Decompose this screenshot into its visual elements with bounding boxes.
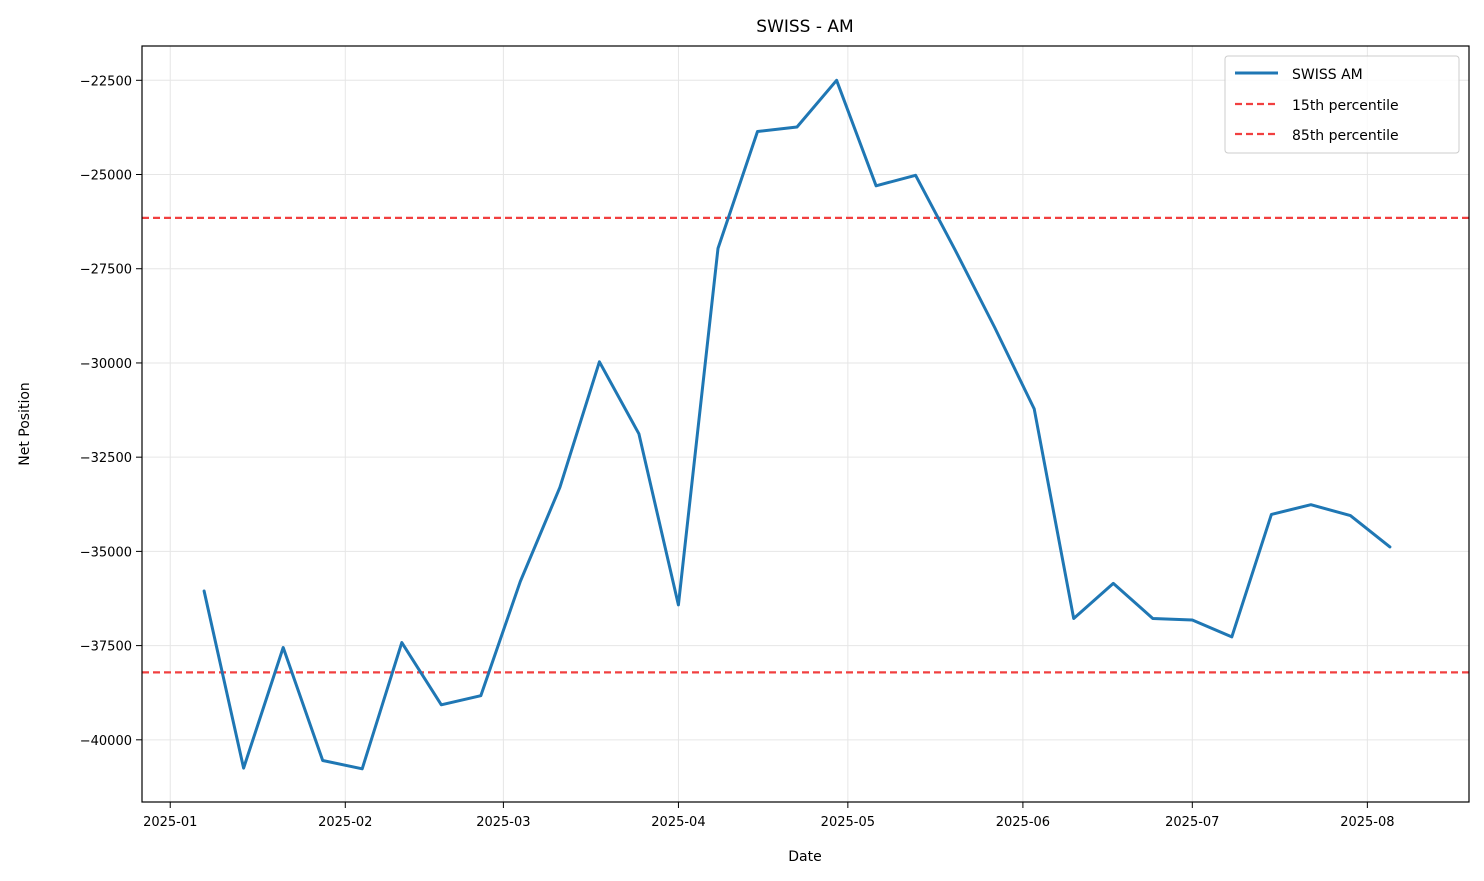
- legend-label-85th: 85th percentile: [1292, 128, 1399, 144]
- data-point: [835, 79, 838, 82]
- legend: SWISS AM 15th percentile 85th percentile: [1224, 55, 1460, 154]
- data-point: [1349, 514, 1352, 517]
- data-point: [1191, 618, 1194, 621]
- data-point: [440, 703, 443, 706]
- data-point: [1151, 617, 1154, 620]
- data-point: [875, 184, 878, 187]
- data-point: [282, 646, 285, 649]
- y-axis-ticks: −22500 −25000 −27500 −30000 −32500 −35000 −375…: [80, 74, 142, 749]
- x-tick-label: 2025-01: [143, 815, 197, 830]
- data-point: [1230, 635, 1233, 638]
- data-point: [637, 432, 640, 435]
- y-tick-label: −25000: [80, 169, 132, 184]
- data-point: [479, 694, 482, 697]
- y-tick-label: −22500: [80, 74, 132, 89]
- y-tick-label: −40000: [80, 734, 132, 749]
- data-point: [993, 326, 996, 329]
- y-tick-label: −35000: [80, 545, 132, 560]
- x-tick-label: 2025-06: [996, 815, 1050, 830]
- data-point: [519, 580, 522, 583]
- series-lines: [202, 78, 1392, 771]
- chart-title: SWISS - AM: [756, 17, 853, 37]
- data-point: [400, 641, 403, 644]
- data-point: [1072, 617, 1075, 620]
- y-tick-label: −32500: [80, 451, 132, 466]
- x-tick-label: 2025-04: [651, 815, 705, 830]
- data-point: [677, 603, 680, 606]
- x-tick-label: 2025-03: [476, 815, 530, 830]
- x-tick-label: 2025-05: [821, 815, 875, 830]
- data-point: [321, 759, 324, 762]
- series-line: [202, 78, 1392, 771]
- data-point: [1309, 503, 1312, 506]
- data-point: [361, 767, 364, 770]
- data-point: [716, 247, 719, 250]
- x-tick-label: 2025-02: [318, 815, 372, 830]
- data-point: [1033, 407, 1036, 410]
- grid-lines: [142, 46, 1469, 802]
- data-point: [598, 360, 601, 363]
- data-point: [1112, 582, 1115, 585]
- data-point: [796, 126, 799, 129]
- data-point: [203, 589, 206, 592]
- reference-lines: [142, 216, 1469, 674]
- x-axis-title: Date: [788, 849, 821, 865]
- data-point: [1388, 545, 1391, 548]
- x-tick-label: 2025-07: [1165, 815, 1219, 830]
- data-point: [558, 486, 561, 489]
- x-axis-ticks: 2025-01 2025-02 2025-03 2025-04 2025-05 2025-…: [143, 802, 1395, 830]
- y-axis-title: Net Position: [17, 382, 33, 466]
- legend-label-series: SWISS AM: [1292, 67, 1363, 83]
- data-point: [914, 174, 917, 177]
- data-point: [1270, 513, 1273, 516]
- plot-area-frame: [141, 45, 1470, 803]
- y-tick-label: −30000: [80, 357, 132, 372]
- legend-label-15th: 15th percentile: [1292, 98, 1399, 114]
- x-tick-label: 2025-08: [1340, 815, 1394, 830]
- data-point: [756, 130, 759, 133]
- legend-box: [1224, 55, 1460, 154]
- data-point: [954, 248, 957, 251]
- data-point: [242, 767, 245, 770]
- y-tick-label: −37500: [80, 640, 132, 655]
- y-tick-label: −27500: [80, 263, 132, 278]
